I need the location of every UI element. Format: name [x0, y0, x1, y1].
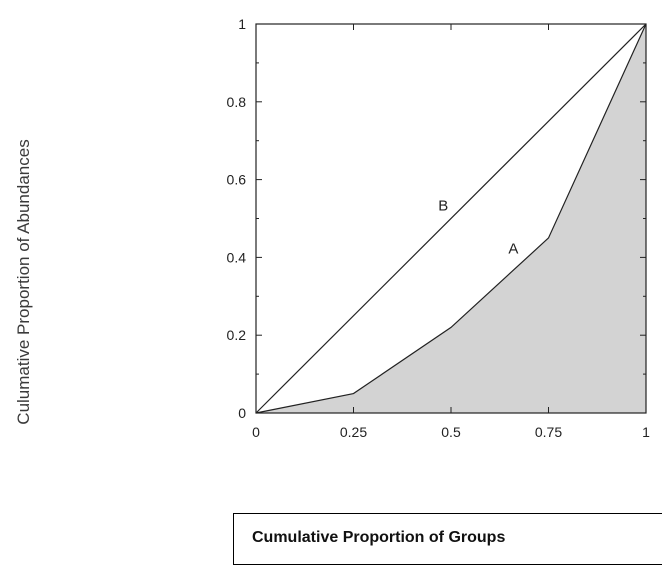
series-a-label: A	[508, 241, 518, 258]
series-a-line	[255, 23, 647, 414]
x-axis-label-box: Cumulative Proportion of Groups	[233, 513, 662, 565]
y-tick-label: 1	[238, 16, 246, 32]
x-axis-label: Cumulative Proportion of Groups	[252, 529, 506, 546]
x-tick-label: 0	[252, 424, 260, 440]
y-tick-label: 0.4	[227, 249, 247, 265]
y-tick-label: 0	[238, 405, 246, 421]
series-a-area	[256, 24, 646, 413]
x-tick-label: 0.5	[441, 424, 461, 440]
x-tick-label: 0.25	[340, 424, 367, 440]
series-b-label: B	[438, 198, 448, 215]
y-tick-label: 0.8	[227, 94, 247, 110]
series-b-line	[255, 23, 647, 414]
y-tick-label: 0.6	[227, 172, 247, 188]
y-tick-label: 0.2	[227, 327, 247, 343]
x-tick-label: 1	[642, 424, 650, 440]
chart-plot: 0 0.25 0.5 0.75 1 0 0.2 0.4 0.6 0.8 1 A B	[227, 16, 651, 440]
x-tick-label: 0.75	[535, 424, 562, 440]
